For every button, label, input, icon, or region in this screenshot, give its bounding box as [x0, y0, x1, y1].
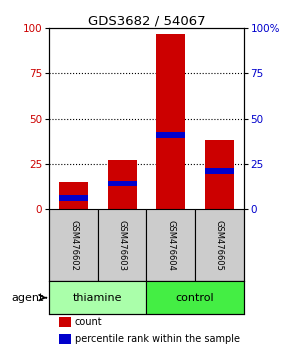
Bar: [59, 317, 71, 327]
Bar: [146, 281, 244, 314]
Text: GSM476603: GSM476603: [118, 219, 127, 270]
Bar: [98, 209, 146, 281]
Bar: [108, 160, 137, 209]
Bar: [49, 281, 146, 314]
Bar: [156, 34, 185, 209]
Text: thiamine: thiamine: [73, 293, 123, 303]
Bar: [146, 209, 195, 281]
Text: GSM476605: GSM476605: [215, 220, 224, 270]
Title: GDS3682 / 54067: GDS3682 / 54067: [88, 14, 205, 27]
Bar: [108, 181, 137, 187]
Text: count: count: [75, 317, 102, 327]
Bar: [59, 195, 88, 201]
Text: GSM476602: GSM476602: [69, 220, 78, 270]
Text: percentile rank within the sample: percentile rank within the sample: [75, 334, 240, 344]
Text: agent: agent: [11, 293, 44, 303]
Bar: [156, 132, 185, 138]
Bar: [59, 182, 88, 209]
Bar: [205, 140, 234, 209]
Bar: [49, 209, 98, 281]
Bar: [59, 334, 71, 344]
Text: control: control: [176, 293, 214, 303]
Bar: [195, 209, 244, 281]
Text: GSM476604: GSM476604: [166, 220, 175, 270]
Bar: [205, 168, 234, 174]
